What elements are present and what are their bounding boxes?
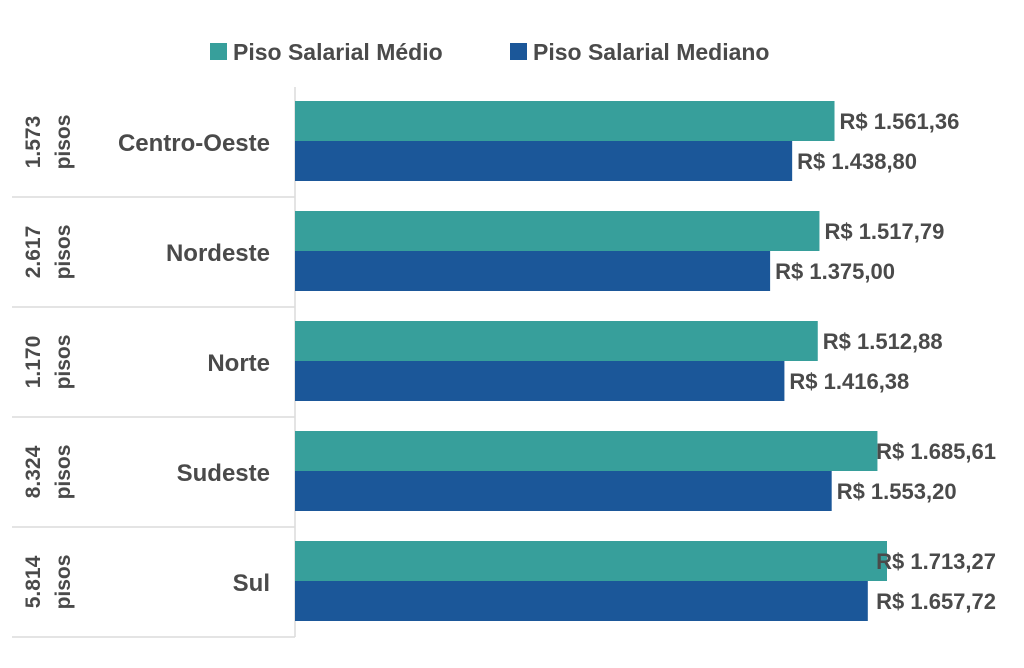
bar-medio bbox=[295, 431, 878, 471]
value-label: R$ 1.375,00 bbox=[775, 259, 895, 284]
bar-medio bbox=[295, 211, 820, 251]
category-row: 8.324 pisos Sudeste R$ 1.685,61 R$ 1.553,20 bbox=[22, 431, 996, 511]
value-label: R$ 1.416,38 bbox=[789, 369, 909, 394]
group-count-label: 8.324 bbox=[22, 445, 45, 498]
category-row: 5.814 pisos Sul R$ 1.713,27 R$ 1.657,72 bbox=[22, 541, 996, 621]
value-label: R$ 1.657,72 bbox=[876, 589, 996, 614]
bar-medio bbox=[295, 541, 887, 581]
group-count-label: 5.814 bbox=[22, 555, 45, 608]
bar-mediano bbox=[295, 581, 868, 621]
category-label: Centro-Oeste bbox=[118, 130, 270, 157]
category-row: 2.617 pisos Nordeste R$ 1.517,79 R$ 1.375,00 bbox=[22, 211, 944, 291]
value-label: R$ 1.512,88 bbox=[823, 329, 943, 354]
bar-medio bbox=[295, 321, 818, 361]
legend: Piso Salarial Médio Piso Salarial Mediano bbox=[210, 39, 769, 65]
group-unit-label: pisos bbox=[52, 225, 75, 280]
value-label: R$ 1.517,79 bbox=[824, 219, 944, 244]
category-label: Nordeste bbox=[166, 240, 270, 267]
group-unit-label: pisos bbox=[52, 445, 75, 500]
category-label: Sudeste bbox=[177, 460, 270, 487]
category-label: Sul bbox=[233, 570, 270, 597]
value-label: R$ 1.713,27 bbox=[876, 549, 996, 574]
legend-label-2: Piso Salarial Mediano bbox=[533, 39, 769, 65]
category-label: Norte bbox=[207, 350, 270, 377]
bar-mediano bbox=[295, 471, 832, 511]
chart-rows: 1.573 pisos Centro-Oeste R$ 1.561,36 R$ 1.43… bbox=[22, 101, 996, 621]
bar-mediano bbox=[295, 141, 793, 181]
group-count-label: 1.573 bbox=[22, 116, 45, 169]
value-label: R$ 1.553,20 bbox=[837, 479, 957, 504]
group-unit-label: pisos bbox=[52, 335, 75, 390]
group-unit-label: pisos bbox=[52, 115, 75, 170]
legend-swatch-2 bbox=[510, 43, 527, 60]
group-count-label: 2.617 bbox=[22, 226, 45, 279]
value-label: R$ 1.438,80 bbox=[797, 149, 917, 174]
legend-label-1: Piso Salarial Médio bbox=[233, 39, 443, 65]
category-row: 1.170 pisos Norte R$ 1.512,88 R$ 1.416,38 bbox=[22, 321, 943, 401]
bar-mediano bbox=[295, 251, 771, 291]
value-label: R$ 1.685,61 bbox=[876, 439, 996, 464]
group-count-label: 1.170 bbox=[22, 336, 45, 389]
value-label: R$ 1.561,36 bbox=[840, 109, 960, 134]
category-row: 1.573 pisos Centro-Oeste R$ 1.561,36 R$ 1.43… bbox=[22, 101, 959, 181]
bar-mediano bbox=[295, 361, 785, 401]
bar-medio bbox=[295, 101, 835, 141]
group-unit-label: pisos bbox=[52, 555, 75, 610]
legend-swatch-1 bbox=[210, 43, 227, 60]
